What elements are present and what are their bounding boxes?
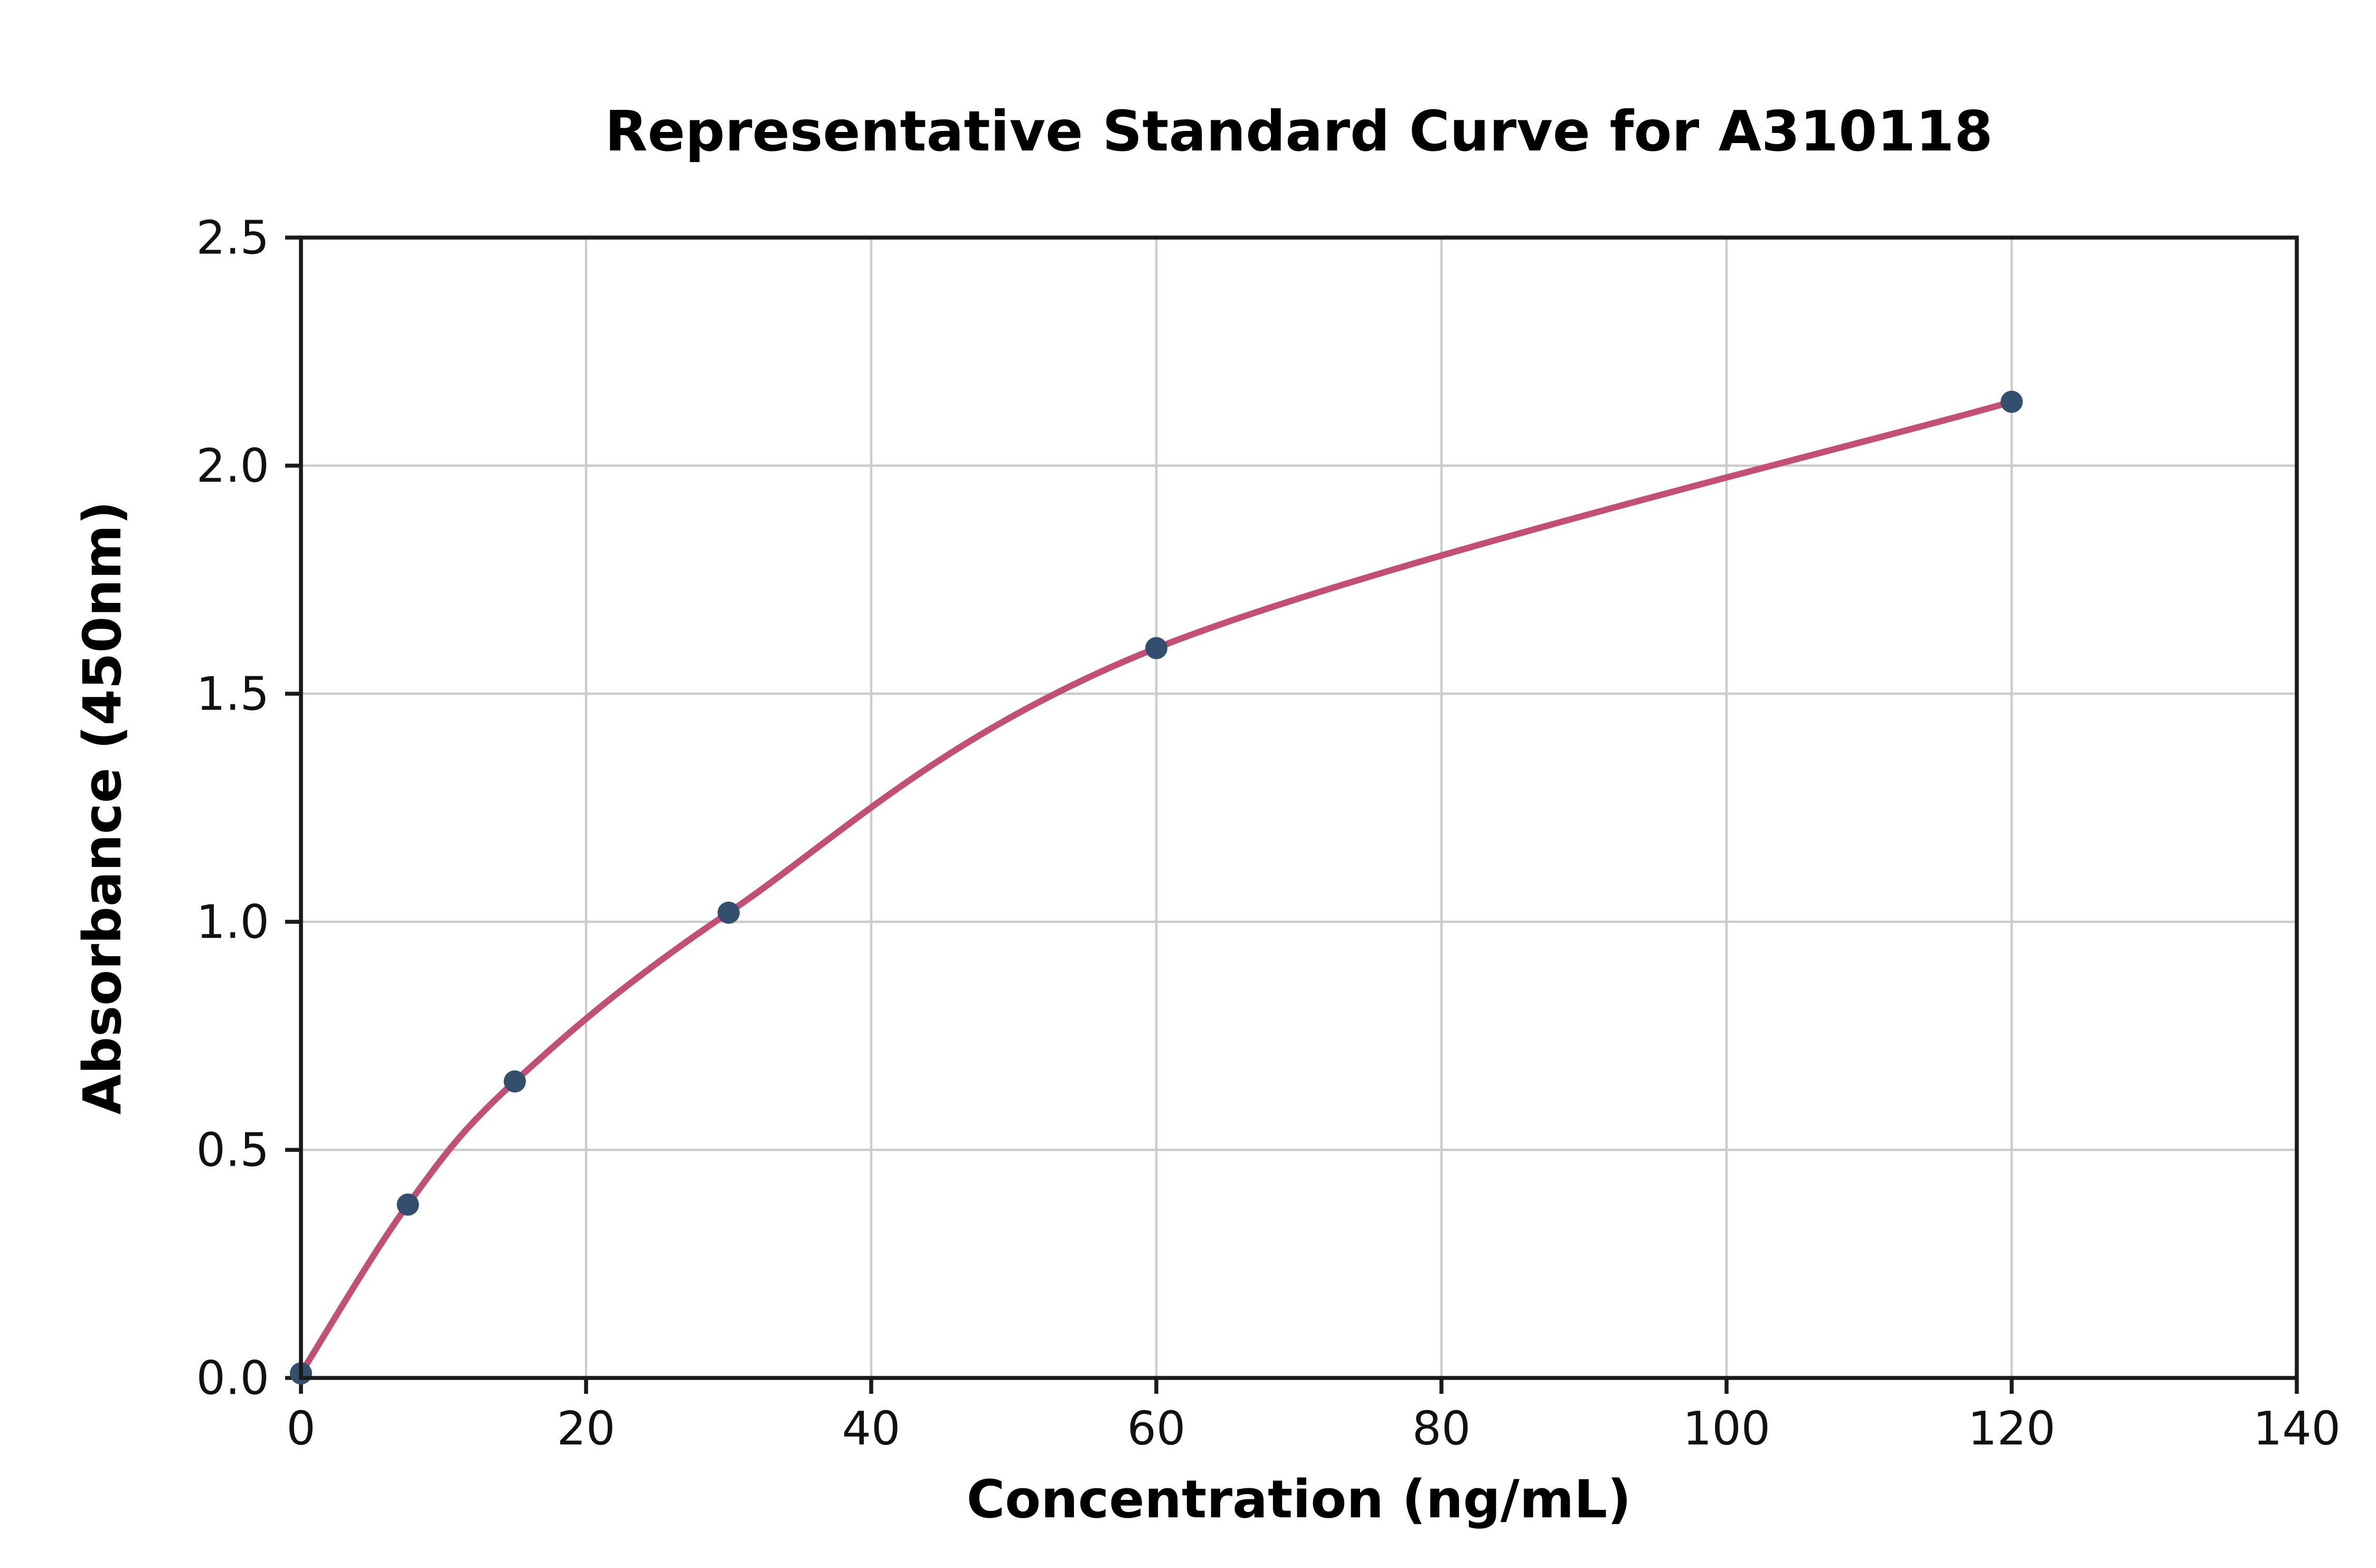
chart-title: Representative Standard Curve for A31011…: [605, 99, 1993, 164]
x-tick-labels: 0 20 40 60 80 100 120 140: [286, 1402, 2341, 1456]
x-tick-label: 80: [1412, 1402, 1471, 1456]
x-axis-label: Concentration (ng/mL): [967, 1469, 1632, 1530]
y-tick-label: 0.5: [196, 1123, 269, 1177]
y-tick-label: 1.0: [196, 895, 269, 949]
data-point: [504, 1070, 526, 1093]
plot-border: [299, 235, 2299, 1380]
x-tick-label: 0: [286, 1402, 315, 1456]
data-point: [397, 1193, 419, 1216]
y-tick-label: 2.0: [196, 439, 269, 493]
data-point: [718, 901, 740, 924]
data-point: [1145, 637, 1167, 659]
y-tick-label: 0.0: [196, 1351, 269, 1405]
x-tick-label: 100: [1683, 1402, 1770, 1456]
y-tick-label: 2.5: [196, 211, 269, 265]
y-tick-labels: 0.0 0.5 1.0 1.5 2.0 2.5: [196, 211, 269, 1405]
y-axis-label: Absorbance (450nm): [72, 501, 133, 1114]
x-tick-label: 120: [1968, 1402, 2056, 1456]
data-point: [2001, 391, 2023, 413]
x-tick-label: 60: [1127, 1402, 1186, 1456]
y-tick-label: 1.5: [196, 667, 269, 721]
fitted-curve-path: [298, 399, 2015, 1377]
x-tick-label: 20: [557, 1402, 616, 1456]
x-tick-label: 40: [842, 1402, 901, 1456]
x-tick-label: 140: [2253, 1402, 2341, 1456]
